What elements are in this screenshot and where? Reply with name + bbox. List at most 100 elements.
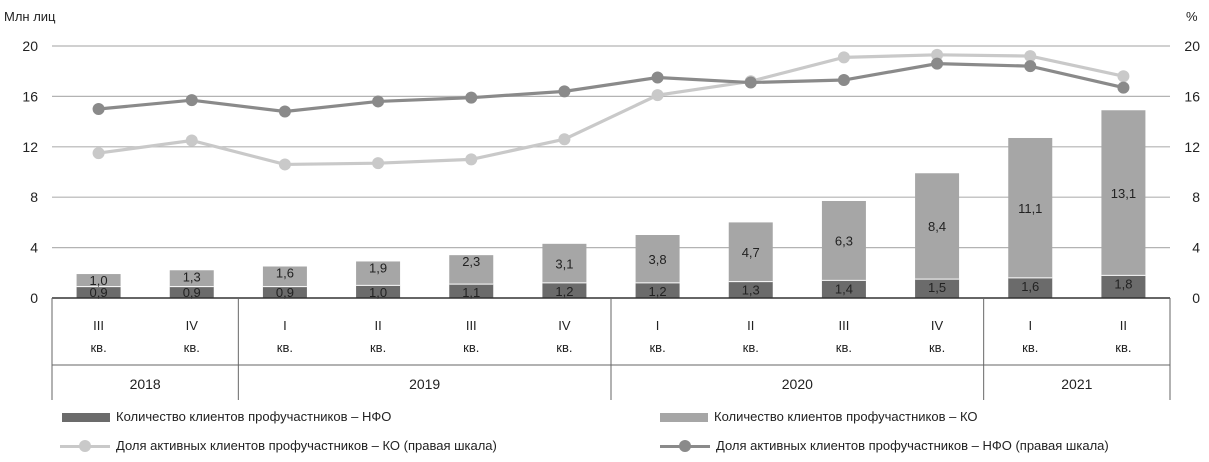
- y-tick-right: 20: [1184, 38, 1200, 54]
- legend-label-ko-line: Доля активных клиентов профучастников – …: [116, 438, 497, 453]
- bar-ko: [1101, 110, 1146, 276]
- line-ko-share: [98, 53, 1124, 167]
- x-axis: III кв. IV кв. Iкв. II кв. III кв. IV кв. Iкв. II кв.…: [51, 298, 1171, 400]
- gridlines: [52, 45, 1170, 249]
- point-nfo-share: [744, 76, 757, 89]
- bar-nfo: [915, 279, 960, 298]
- legend-item-nfo-bars: Количество клиентов профучастников – НФО: [62, 409, 391, 425]
- bars: 0,91,00,91,30,91,61,01,91,12,31,23,11,23…: [76, 110, 1146, 300]
- bar-ko: [728, 222, 773, 282]
- x-tick-suffix: кв.: [929, 340, 945, 355]
- data-label-nfo: 1,0: [369, 285, 387, 300]
- point-ko-share: [92, 147, 105, 160]
- data-label-ko: 6,3: [835, 234, 853, 249]
- legend-label-nfo-line: Доля активных клиентов профучастников – …: [716, 438, 1109, 453]
- x-tick-quarter: III: [466, 318, 477, 333]
- legend-label-ko-bars: Количество клиентов профучастников – КО: [714, 409, 978, 424]
- data-label-ko: 1,0: [90, 273, 108, 288]
- point-nfo-share: [1024, 60, 1037, 73]
- data-label-nfo: 1,8: [1114, 276, 1132, 291]
- data-label-ko: 1,6: [276, 266, 294, 281]
- point-ko-share: [465, 153, 478, 166]
- legend-item-nfo-line: Доля активных клиентов профучастников – …: [660, 438, 1109, 454]
- data-label-ko: 8,4: [928, 219, 946, 234]
- x-tick-suffix: кв.: [184, 340, 200, 355]
- x-tick-quarter: III: [838, 318, 849, 333]
- point-nfo-share: [372, 95, 385, 108]
- bar-nfo: [76, 286, 121, 298]
- y-tick-left: 12: [22, 139, 38, 155]
- left-axis-unit: Млн лиц: [4, 9, 56, 24]
- data-label-nfo: 1,3: [742, 283, 760, 298]
- y-tick-left: 16: [22, 88, 38, 104]
- y-tick-right: 0: [1192, 290, 1200, 306]
- bar-ko: [1008, 137, 1053, 278]
- x-tick-quarter: III: [93, 318, 104, 333]
- y-tick-right: 4: [1192, 240, 1200, 256]
- bar-ko: [821, 200, 866, 281]
- point-nfo-share: [558, 85, 571, 98]
- legend-label-nfo-bars: Количество клиентов профучастников – НФО: [116, 409, 392, 424]
- point-nfo-share: [837, 74, 850, 87]
- point-ko-share: [651, 89, 664, 102]
- x-tick-quarter: I: [656, 318, 660, 333]
- bar-nfo: [1008, 277, 1053, 298]
- point-nfo-share: [185, 94, 198, 107]
- legend-swatch-ko-line: [60, 440, 110, 452]
- x-tick-suffix: кв.: [463, 340, 479, 355]
- x-year-label: 2021: [1061, 376, 1092, 392]
- x-tick-quarter: I: [283, 318, 287, 333]
- data-label-ko: 4,7: [742, 245, 760, 260]
- legend-item-ko-bars: Количество клиентов профучастников – КО: [660, 409, 977, 425]
- x-tick-suffix: кв.: [1022, 340, 1038, 355]
- bar-nfo: [262, 286, 307, 298]
- x-tick-suffix: кв.: [649, 340, 665, 355]
- y-axis-ticks: 0 0 4 4 8 8 12 12 16 16 20 20: [22, 38, 1200, 306]
- x-tick-suffix: кв.: [90, 340, 106, 355]
- x-tick-suffix: кв.: [836, 340, 852, 355]
- x-tick-suffix: кв.: [743, 340, 759, 355]
- point-nfo-share: [1117, 81, 1130, 94]
- bar-ko: [356, 261, 401, 286]
- data-label-nfo: 1,2: [649, 284, 667, 299]
- point-nfo-share: [651, 71, 664, 84]
- x-tick-suffix: кв.: [1115, 340, 1131, 355]
- x-year-label: 2018: [130, 376, 161, 392]
- bar-nfo: [169, 286, 214, 298]
- data-label-nfo: 1,4: [835, 281, 853, 296]
- bar-nfo: [542, 282, 587, 298]
- bar-ko: [542, 243, 587, 283]
- point-ko-share: [1117, 70, 1130, 83]
- data-label-nfo: 1,5: [928, 280, 946, 295]
- legend-item-ko-line: Доля активных клиентов профучастников – …: [60, 438, 497, 454]
- data-label-nfo: 0,9: [90, 285, 108, 300]
- x-tick-quarter: IV: [931, 318, 944, 333]
- point-nfo-share: [465, 91, 478, 104]
- y-tick-left: 20: [22, 38, 38, 54]
- point-ko-share: [185, 134, 198, 147]
- bar-nfo: [1101, 275, 1146, 298]
- data-label-ko: 2,3: [462, 254, 480, 269]
- bar-ko: [76, 274, 121, 287]
- x-tick-quarter: II: [747, 318, 754, 333]
- x-tick-quarter: IV: [186, 318, 199, 333]
- right-axis-unit: %: [1186, 9, 1198, 24]
- bar-nfo: [728, 281, 773, 298]
- x-tick-quarter: II: [1120, 318, 1127, 333]
- x-tick-quarter: I: [1028, 318, 1032, 333]
- data-label-ko: 3,8: [649, 252, 667, 267]
- x-tick-quarter: IV: [558, 318, 571, 333]
- point-ko-share: [837, 51, 850, 64]
- data-label-nfo: 0,9: [183, 285, 201, 300]
- legend-swatch-nfo-line: [660, 440, 710, 452]
- bar-nfo: [635, 282, 680, 298]
- point-nfo-share: [92, 103, 105, 115]
- data-label-ko: 3,1: [555, 256, 573, 271]
- x-year-label: 2020: [782, 376, 813, 392]
- point-ko-share: [931, 48, 944, 61]
- bar-ko: [169, 270, 214, 287]
- bar-ko: [262, 266, 307, 287]
- x-tick-suffix: кв.: [556, 340, 572, 355]
- data-label-ko: 1,9: [369, 260, 387, 275]
